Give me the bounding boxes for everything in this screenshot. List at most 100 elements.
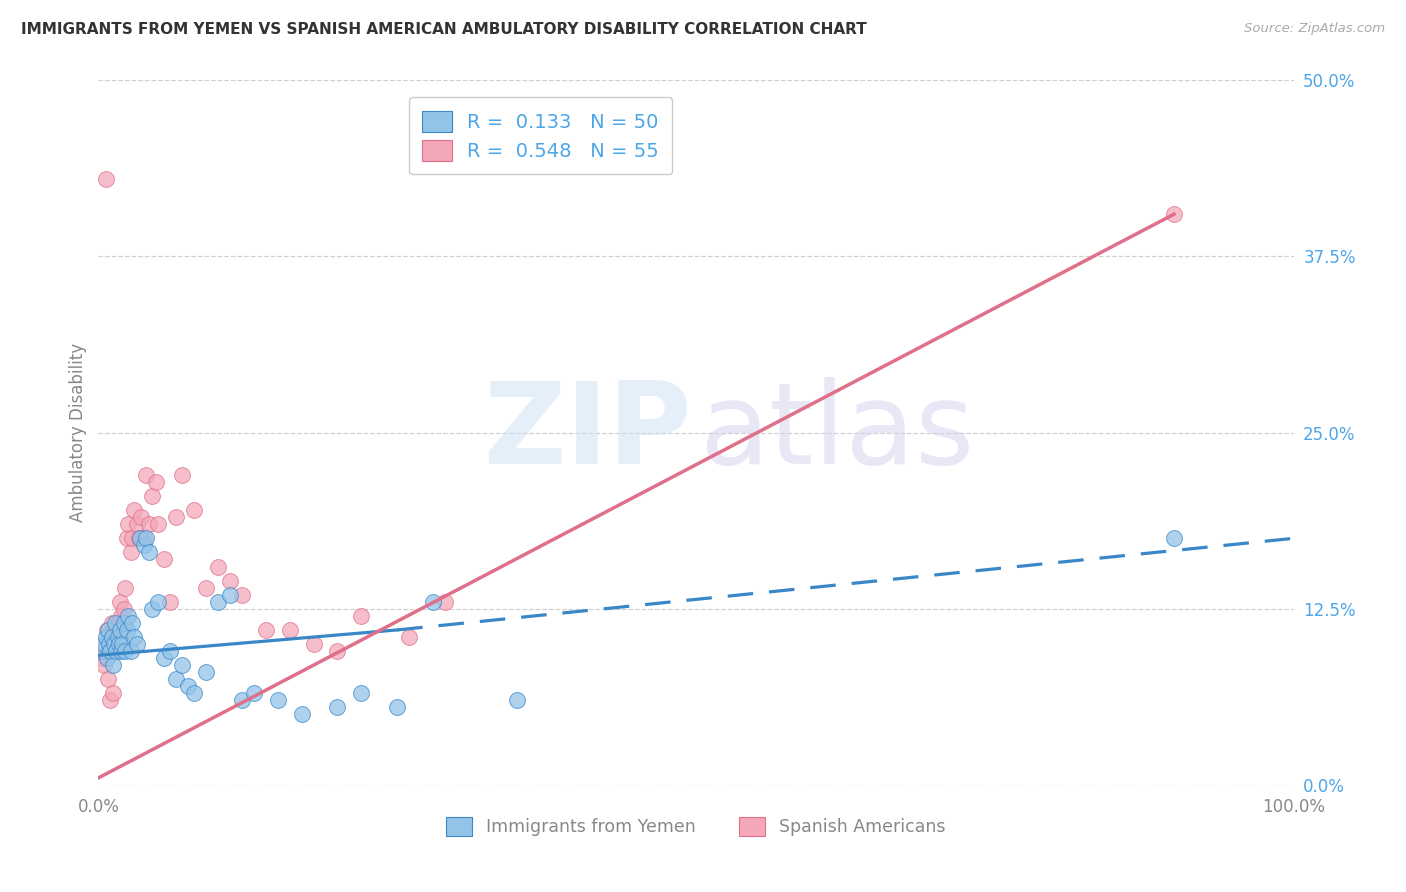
- Legend: Immigrants from Yemen, Spanish Americans: Immigrants from Yemen, Spanish Americans: [439, 810, 953, 843]
- Point: [101, 686, 124, 700]
- Point: [103, 637, 125, 651]
- Point: [94, 630, 117, 644]
- Text: IMMIGRANTS FROM YEMEN VS SPANISH AMERICAN AMBULATORY DISABILITY CORRELATION CHAR: IMMIGRANTS FROM YEMEN VS SPANISH AMERICA…: [21, 22, 868, 37]
- Point: [183, 503, 205, 517]
- Point: [131, 510, 153, 524]
- Point: [104, 615, 127, 630]
- Point: [112, 615, 135, 630]
- Point: [219, 574, 242, 588]
- Point: [100, 630, 122, 644]
- Point: [153, 651, 176, 665]
- Point: [121, 532, 143, 546]
- Point: [105, 637, 128, 651]
- Point: [291, 707, 314, 722]
- Point: [98, 630, 121, 644]
- Point: [148, 595, 170, 609]
- Point: [195, 581, 218, 595]
- Point: [172, 658, 194, 673]
- Point: [98, 637, 121, 651]
- Point: [110, 608, 132, 623]
- Point: [98, 637, 122, 651]
- Point: [243, 686, 266, 700]
- Point: [101, 658, 124, 673]
- Point: [132, 532, 155, 546]
- Point: [254, 623, 277, 637]
- Text: Source: ZipAtlas.com: Source: ZipAtlas.com: [1244, 22, 1385, 36]
- Point: [108, 595, 131, 609]
- Point: [350, 686, 373, 700]
- Point: [91, 644, 114, 658]
- Point: [177, 679, 200, 693]
- Point: [93, 658, 115, 673]
- Point: [422, 595, 444, 609]
- Point: [114, 581, 136, 595]
- Point: [326, 644, 349, 658]
- Point: [96, 623, 118, 637]
- Point: [125, 517, 148, 532]
- Point: [135, 532, 157, 546]
- Point: [115, 532, 138, 546]
- Point: [111, 637, 134, 651]
- Point: [107, 630, 129, 644]
- Text: atlas: atlas: [700, 377, 974, 488]
- Point: [145, 475, 167, 489]
- Point: [111, 623, 134, 637]
- Point: [107, 637, 129, 651]
- Point: [93, 637, 115, 651]
- Point: [115, 623, 138, 637]
- Point: [98, 644, 122, 658]
- Point: [165, 673, 187, 687]
- Point: [94, 637, 117, 651]
- Point: [1163, 532, 1185, 546]
- Point: [97, 673, 120, 687]
- Point: [278, 623, 301, 637]
- Point: [107, 630, 129, 644]
- Point: [141, 601, 163, 615]
- Point: [195, 665, 218, 680]
- Point: [108, 623, 131, 637]
- Point: [101, 644, 124, 658]
- Point: [138, 545, 160, 559]
- Point: [124, 503, 146, 517]
- Point: [231, 588, 253, 602]
- Point: [141, 489, 163, 503]
- Point: [434, 595, 457, 609]
- Point: [125, 637, 148, 651]
- Point: [105, 644, 128, 658]
- Point: [385, 700, 409, 714]
- Point: [207, 559, 229, 574]
- Point: [128, 532, 150, 546]
- Point: [207, 595, 229, 609]
- Point: [91, 644, 114, 658]
- Point: [98, 693, 122, 707]
- Point: [153, 552, 176, 566]
- Point: [107, 615, 129, 630]
- Point: [231, 693, 253, 707]
- Text: ZIP: ZIP: [484, 377, 692, 488]
- Point: [165, 510, 187, 524]
- Point: [326, 700, 349, 714]
- Point: [94, 172, 117, 186]
- Point: [124, 630, 146, 644]
- Point: [267, 693, 290, 707]
- Point: [117, 517, 139, 532]
- Point: [96, 651, 118, 665]
- Point: [129, 532, 152, 546]
- Point: [117, 608, 139, 623]
- Point: [103, 630, 125, 644]
- Point: [172, 467, 194, 482]
- Point: [159, 595, 181, 609]
- Point: [350, 608, 373, 623]
- Point: [302, 637, 325, 651]
- Point: [112, 601, 135, 615]
- Y-axis label: Ambulatory Disability: Ambulatory Disability: [69, 343, 87, 522]
- Point: [148, 517, 170, 532]
- Point: [120, 644, 142, 658]
- Point: [183, 686, 205, 700]
- Point: [91, 651, 114, 665]
- Point: [97, 644, 120, 658]
- Point: [135, 467, 157, 482]
- Point: [398, 630, 420, 644]
- Point: [100, 615, 122, 630]
- Point: [159, 644, 181, 658]
